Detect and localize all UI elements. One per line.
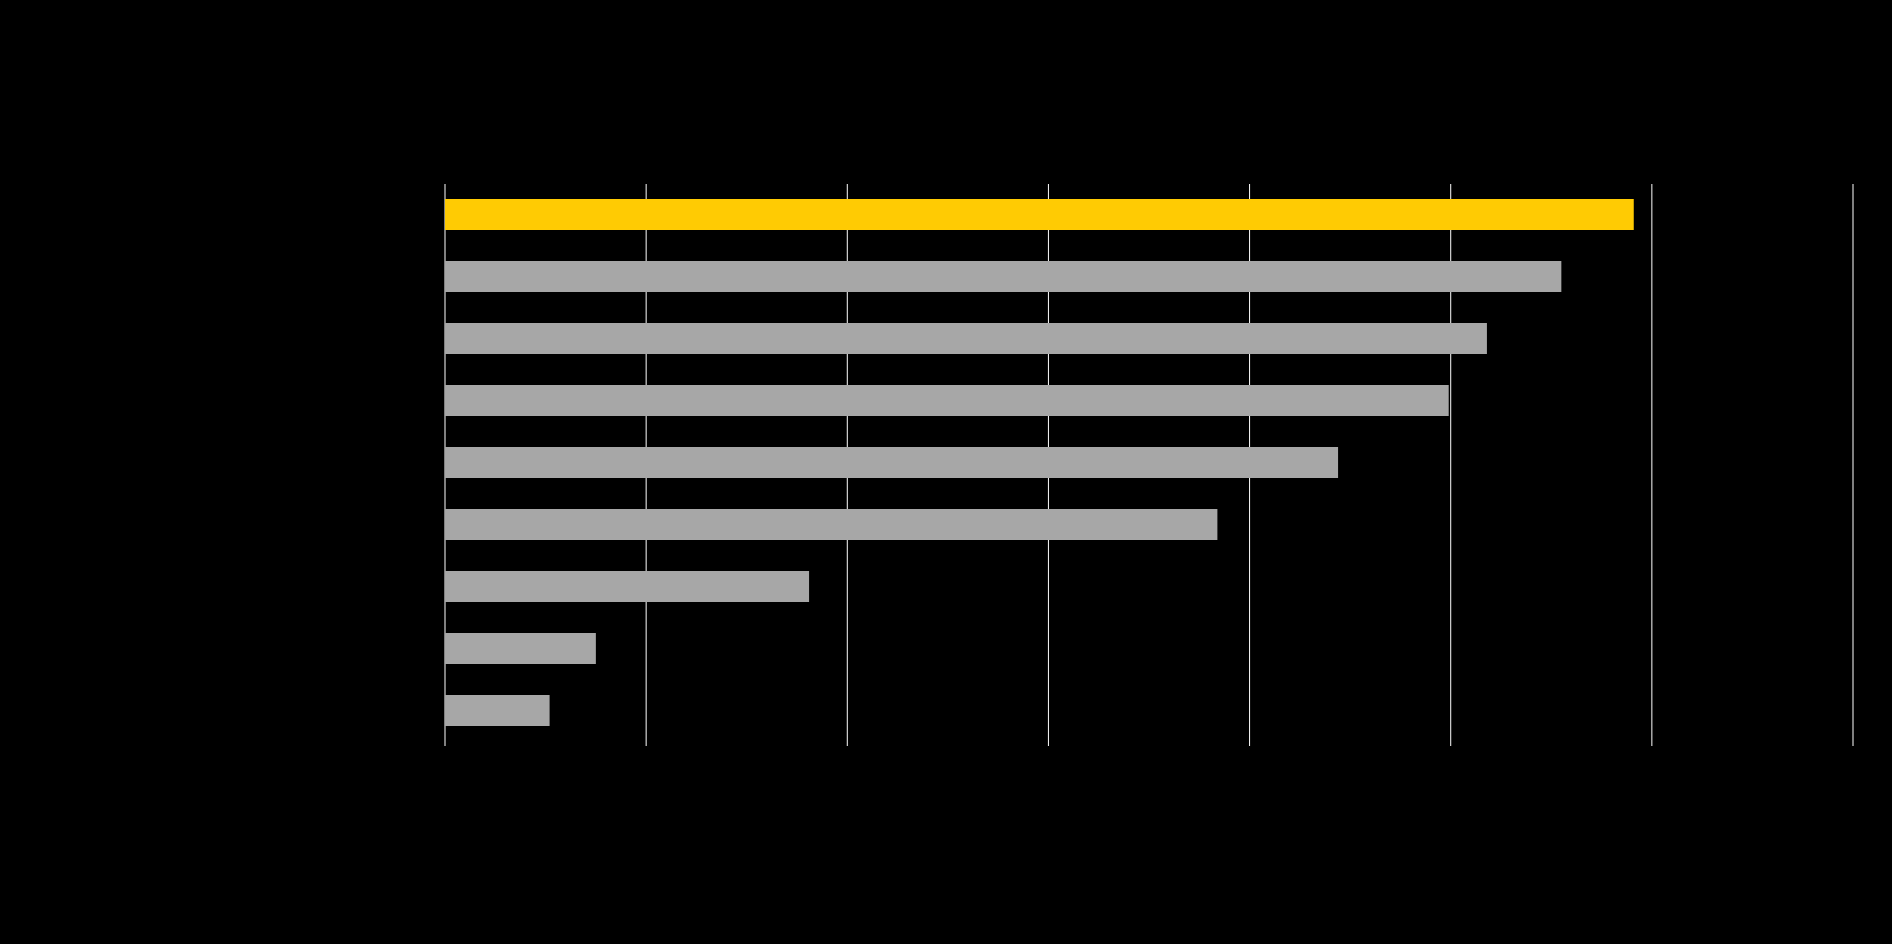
bar [445, 509, 1217, 540]
bar-chart [0, 0, 1892, 944]
bar [445, 385, 1449, 416]
bar [445, 633, 596, 664]
bar [445, 571, 809, 602]
bar [445, 447, 1338, 478]
bar [445, 261, 1561, 292]
bar-highlighted [445, 199, 1634, 230]
bar [445, 323, 1487, 354]
chart-container [0, 0, 1892, 944]
bar [445, 695, 550, 726]
